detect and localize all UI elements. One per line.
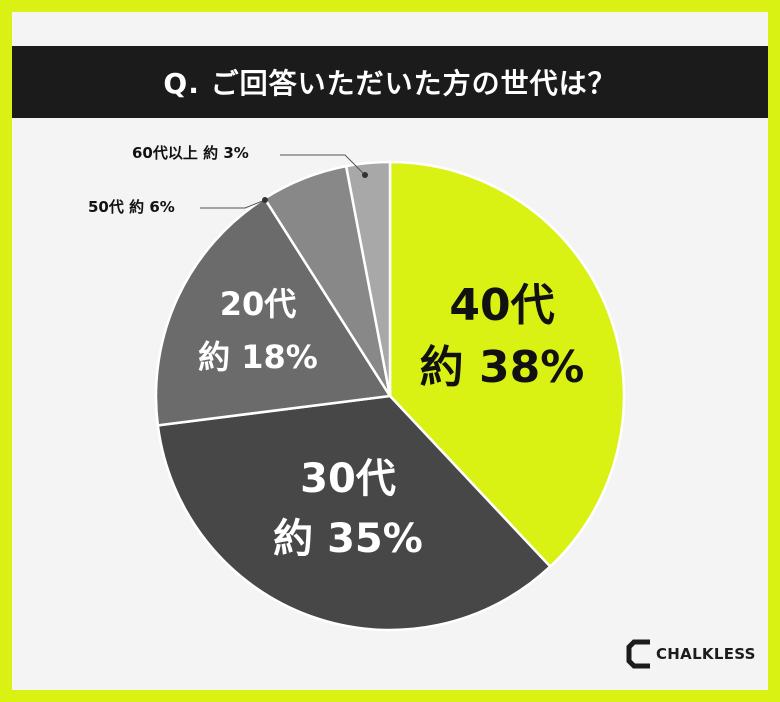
slice-label-outside: 50代 約 6% xyxy=(88,198,175,216)
slice-label-value: 約 38% xyxy=(420,342,585,393)
slice-label-name: 30代 xyxy=(300,456,396,502)
slice-label-value: 約 35% xyxy=(273,516,423,562)
slice-label-value: 約 18% xyxy=(198,338,318,376)
slice-label-name: 20代 xyxy=(220,285,297,323)
leader-line xyxy=(200,199,266,209)
brand-name: CHALKLESS xyxy=(656,645,756,663)
leader-lines xyxy=(200,154,368,209)
slice-label-name: 40代 xyxy=(449,280,554,331)
title-bar: Q. ご回答いただいた方の世代は？ xyxy=(12,46,768,118)
leader-dot xyxy=(362,172,368,178)
chalkless-logo-icon xyxy=(626,639,650,669)
pie-slice-3 xyxy=(154,196,393,427)
pie-slice-5 xyxy=(344,160,392,397)
pie-slice-2 xyxy=(156,394,552,632)
pie-slice-1 xyxy=(388,160,626,569)
leader-line xyxy=(280,154,366,176)
chart-title: Q. ご回答いただいた方の世代は？ xyxy=(163,67,617,100)
leader-dot xyxy=(262,197,268,203)
brand-logo: CHALKLESS xyxy=(626,638,756,670)
slice-label-outside: 60代以上 約 3% xyxy=(132,144,249,162)
pie-slices xyxy=(154,160,626,632)
